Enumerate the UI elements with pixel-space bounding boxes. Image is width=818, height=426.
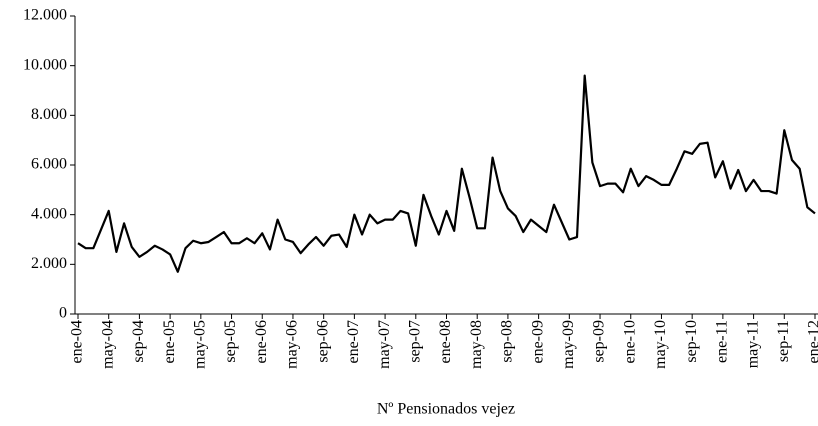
x-tick-label: sep-10 xyxy=(683,320,700,363)
x-tick-label: ene-04 xyxy=(69,320,86,364)
x-tick-label: sep-09 xyxy=(591,320,608,363)
x-tick-label: may-06 xyxy=(284,320,301,369)
y-tick-label: 0 xyxy=(59,305,67,322)
x-tick-label: ene-12 xyxy=(806,320,818,364)
x-tick-label: ene-09 xyxy=(529,320,546,364)
x-tick-label: sep-08 xyxy=(499,320,516,363)
x-tick-label: may-09 xyxy=(560,320,577,369)
y-tick-label: 2.000 xyxy=(31,255,67,272)
y-tick-label: 10.000 xyxy=(23,56,67,73)
x-tick-label: sep-05 xyxy=(222,320,239,363)
y-tick-label: 12.000 xyxy=(23,7,67,24)
x-tick-label: may-08 xyxy=(468,320,485,369)
x-tick-label: may-04 xyxy=(99,320,116,369)
x-tick-label: ene-11 xyxy=(714,320,731,363)
line-series xyxy=(77,74,816,273)
x-tick-label: may-05 xyxy=(192,320,209,369)
x-tick-label: may-10 xyxy=(652,320,669,369)
x-tick-label: sep-11 xyxy=(775,320,792,362)
x-tick-label: ene-05 xyxy=(161,320,178,364)
x-tick-label: ene-07 xyxy=(345,320,362,364)
y-tick-label: 8.000 xyxy=(31,106,67,123)
x-tick-label: ene-08 xyxy=(437,320,454,364)
x-tick-label: may-07 xyxy=(376,320,393,369)
x-tick-label: sep-06 xyxy=(314,320,331,363)
y-tick-label: 6.000 xyxy=(31,156,67,173)
x-tick-label: sep-07 xyxy=(406,320,423,363)
x-tick-label: ene-10 xyxy=(621,320,638,364)
x-tick-label: sep-04 xyxy=(130,320,147,363)
x-tick-label: may-11 xyxy=(744,320,761,368)
y-tick-label: 4.000 xyxy=(31,205,67,222)
x-tick-label: ene-06 xyxy=(253,320,270,364)
x-axis-title: Nº Pensionados vejez xyxy=(377,401,515,418)
